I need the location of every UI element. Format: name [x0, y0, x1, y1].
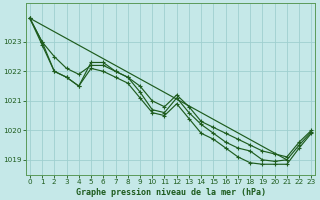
X-axis label: Graphe pression niveau de la mer (hPa): Graphe pression niveau de la mer (hPa)	[76, 188, 266, 197]
